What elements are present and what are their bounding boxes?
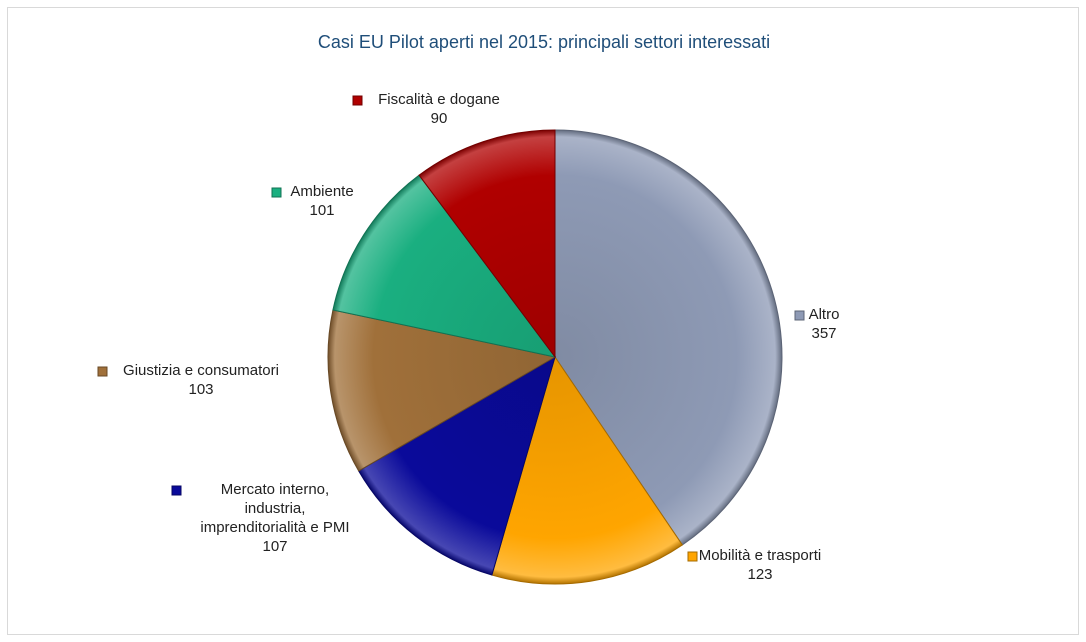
slice-label-text: Mobilità e trasporti	[699, 547, 822, 564]
slice-value-text: 103	[188, 381, 213, 398]
pie-chart: Altro 357 Mobilità e trasporti 123 Mercato i…	[97, 91, 840, 585]
slice-value-text: 90	[431, 110, 448, 127]
data-label-mercato-interno-industria-imprenditorialita-e-pmi: Mercato interno, industria, imprenditorial…	[171, 481, 350, 555]
pie-slice-altro	[554, 129, 783, 546]
slice-value-text: 357	[811, 325, 836, 342]
legend-marker-mobilita-e-trasporti	[687, 551, 698, 562]
data-label-giustizia-e-consumatori: Giustizia e consumatori 103	[97, 362, 279, 398]
pie-slice-fiscalita-e-dogane	[418, 129, 556, 359]
slice-label-text: Ambiente	[290, 183, 353, 200]
legend-marker-ambiente	[271, 187, 282, 198]
legend-marker-mercato-interno-industria-imprenditorialita-e-pmi	[171, 485, 182, 496]
legend-marker-altro	[794, 310, 805, 321]
pie-slice-mercato-interno-industria-imprenditorialita-e-pmi	[357, 355, 556, 576]
slice-label-text: Giustizia e consumatori	[123, 362, 279, 379]
pie-slice-mobilita-e-trasporti	[491, 355, 684, 585]
data-label-ambiente: Ambiente 101	[271, 183, 354, 219]
slice-label-text: industria,	[245, 500, 306, 517]
data-label-fiscalita-e-dogane: Fiscalità e dogane 90	[352, 91, 500, 127]
slice-label-text: Fiscalità e dogane	[378, 91, 500, 108]
pie-slice-ambiente	[332, 174, 557, 358]
slice-value-text: 107	[262, 538, 287, 555]
data-label-altro: Altro 357	[794, 306, 840, 342]
data-label-mobilita-e-trasporti: Mobilità e trasporti 123	[687, 547, 822, 583]
chart-title: Casi EU Pilot aperti nel 2015: principal…	[317, 32, 771, 52]
legend-marker-fiscalita-e-dogane	[352, 95, 363, 106]
slice-label-text: imprenditorialità e PMI	[200, 519, 349, 536]
slice-label-text: Altro	[809, 306, 840, 323]
slice-value-text: 123	[747, 566, 772, 583]
legend-marker-giustizia-e-consumatori	[97, 366, 108, 377]
slice-label-text: Mercato interno,	[221, 481, 329, 498]
chart-frame: Casi EU Pilot aperti nel 2015: principal…	[7, 7, 1079, 635]
pie-slice-giustizia-e-consumatori	[327, 309, 557, 472]
slice-value-text: 101	[309, 202, 334, 219]
